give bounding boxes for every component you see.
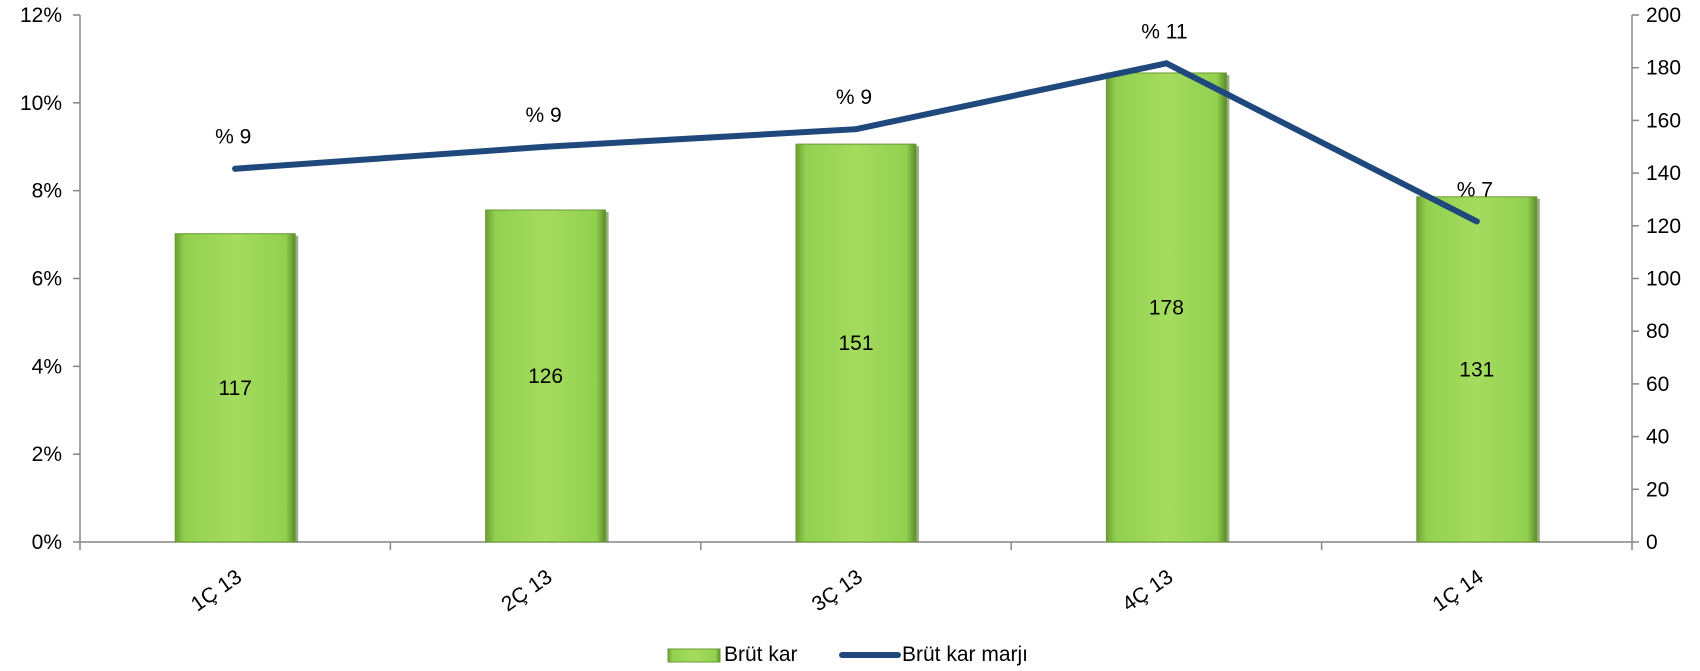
bar-data-label: 117	[218, 377, 251, 400]
bar-data-label: 151	[838, 332, 873, 355]
left-tick-label: 10%	[20, 92, 62, 115]
line-data-label: % 7	[1457, 178, 1493, 201]
left-tick-label: 6%	[32, 268, 62, 291]
bar	[174, 233, 296, 543]
legend-label-line: Brüt kar marjı	[902, 643, 1028, 666]
right-y-axis: 0 20 40 60 80 100 120 140 160 180 200	[1631, 4, 1681, 554]
bar	[1105, 72, 1227, 543]
x-tick-label: 3Ç 13	[808, 565, 867, 616]
line-data-label: % 9	[526, 104, 562, 127]
line-data-label: % 9	[836, 86, 872, 109]
line-data-label: % 9	[215, 126, 251, 149]
bar-series: 117 126 151 178 131	[174, 72, 1540, 543]
line-point	[853, 126, 859, 133]
left-tick-label: 0%	[32, 531, 62, 554]
right-tick-label: 120	[1646, 215, 1681, 238]
right-tick-label: 60	[1646, 373, 1669, 396]
right-tick-label: 100	[1646, 268, 1681, 291]
x-tick-label: 4Ç 13	[1118, 565, 1177, 616]
x-tick-label: 1Ç 13	[187, 565, 246, 616]
left-y-axis: 0% 2% 4% 6% 8% 10% 12%	[20, 4, 81, 554]
right-tick-label: 0	[1646, 531, 1658, 554]
line-series: % 9 % 9 % 9 % 11 % 7	[215, 20, 1493, 225]
line-data-label: % 11	[1141, 20, 1187, 43]
right-tick-label: 40	[1646, 426, 1669, 449]
right-tick-label: 180	[1646, 57, 1681, 80]
right-tick-label: 80	[1646, 320, 1669, 343]
bar-data-label: 126	[528, 365, 563, 388]
left-tick-label: 4%	[32, 355, 62, 378]
left-tick-label: 2%	[32, 443, 62, 466]
legend: Brüt kar Brüt kar marjı	[667, 643, 1028, 666]
right-tick-label: 200	[1646, 4, 1681, 27]
line-point	[232, 165, 239, 172]
bar	[1416, 196, 1538, 543]
line-point	[1163, 60, 1170, 67]
bar	[485, 209, 607, 543]
bar	[795, 143, 917, 543]
line-point	[1473, 218, 1480, 225]
x-axis: 1Ç 13 2Ç 13 3Ç 13 4Ç 13 1Ç 14	[79, 541, 1633, 616]
right-tick-label: 20	[1646, 478, 1669, 501]
right-tick-label: 140	[1646, 162, 1681, 185]
bar-data-label: 178	[1149, 296, 1184, 319]
x-tick-label: 1Ç 14	[1429, 565, 1488, 616]
legend-label-bar: Brüt kar	[724, 643, 798, 666]
x-tick-label: 2Ç 13	[497, 565, 556, 616]
line-point	[542, 143, 549, 150]
bar-data-label: 131	[1459, 358, 1494, 381]
right-tick-label: 160	[1646, 109, 1681, 132]
left-tick-label: 12%	[20, 4, 62, 27]
legend-swatch-bar	[667, 648, 721, 663]
left-tick-label: 8%	[32, 180, 62, 203]
